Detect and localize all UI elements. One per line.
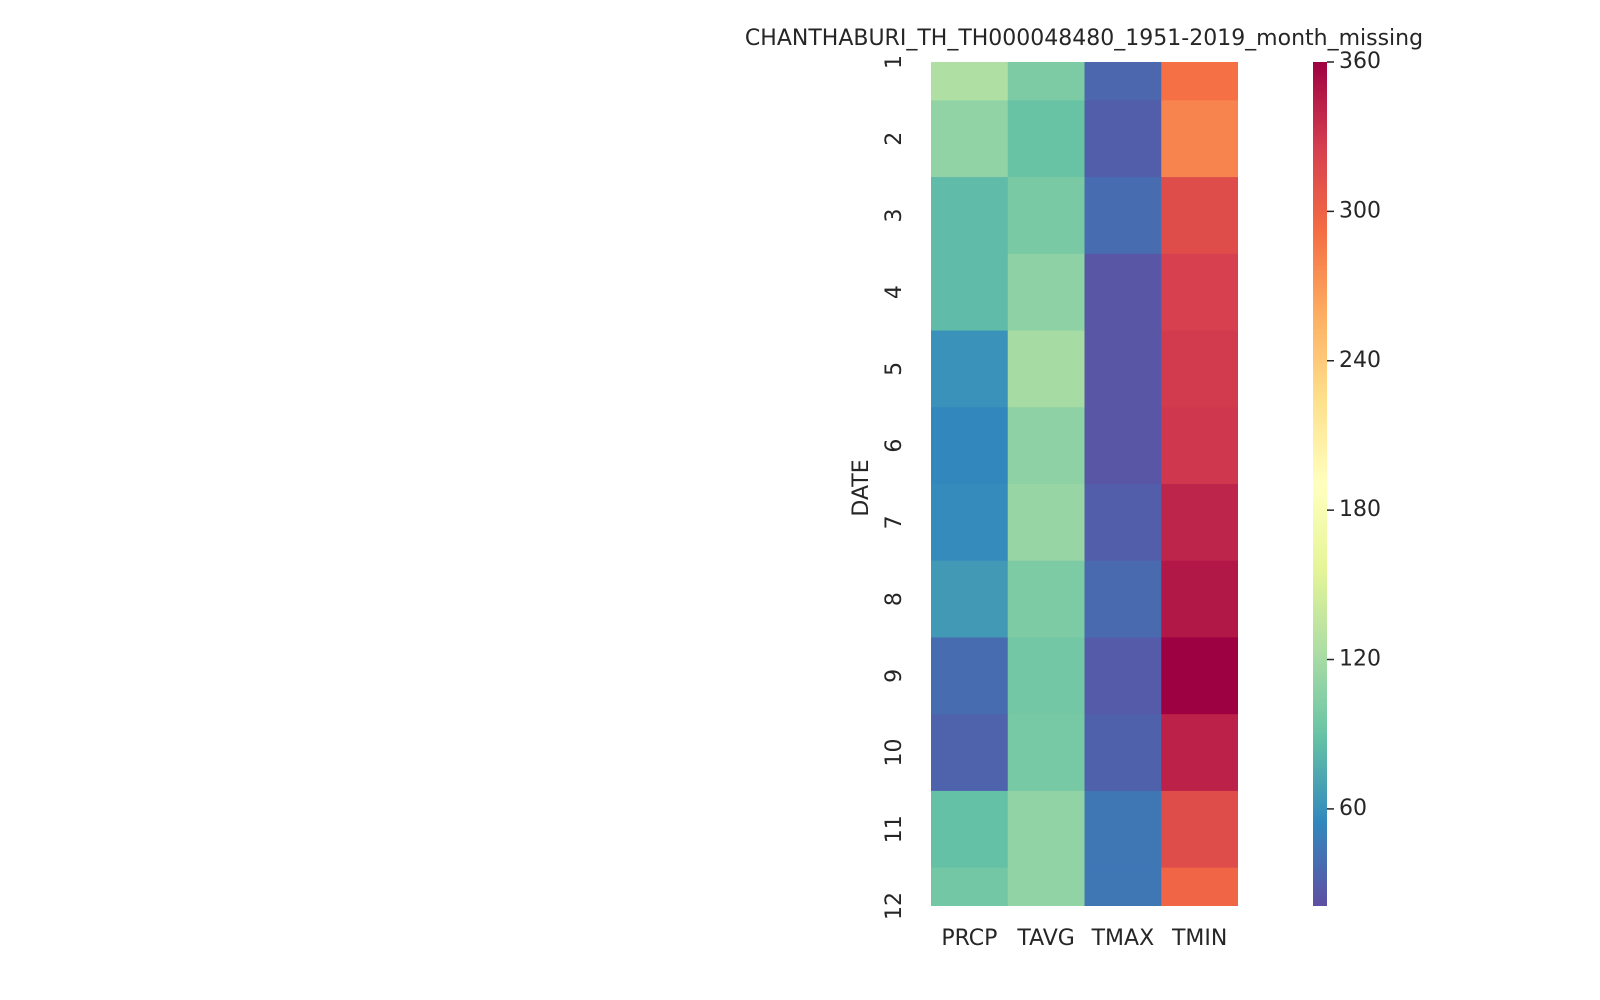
y-tick-label: 6 [882, 439, 907, 453]
heatmap-cell [1084, 330, 1162, 408]
heatmap-cell [1084, 484, 1162, 562]
colorbar-tick-label: 300 [1339, 198, 1381, 223]
y-tick-label: 9 [882, 669, 907, 683]
heatmap-cell [1161, 790, 1238, 869]
heatmap-cell [1084, 714, 1162, 792]
y-axis-label: DATE [849, 459, 874, 516]
heatmap-cell [1007, 330, 1085, 408]
y-tick-label: 12 [882, 892, 907, 920]
heatmap-cell [1161, 177, 1238, 255]
heatmap-cell [931, 177, 1009, 255]
heatmap-cell [1084, 407, 1162, 485]
y-tick-label: 11 [882, 815, 907, 843]
y-tick-label: 10 [882, 739, 907, 767]
heatmap-cell [931, 330, 1009, 408]
heatmap-cell [1007, 560, 1085, 638]
heatmap-cell [931, 407, 1009, 485]
heatmap-cell [1007, 714, 1085, 792]
heatmap-cell [931, 560, 1009, 638]
y-tick-label: 1 [882, 55, 907, 69]
heatmap-cell [1161, 253, 1238, 332]
heatmap-cell [1084, 62, 1162, 101]
heatmap-cell [1007, 484, 1085, 562]
y-tick-label: 3 [882, 208, 907, 222]
heatmap-cell [1161, 484, 1238, 562]
colorbar [1313, 62, 1327, 906]
heatmap-cell [1161, 867, 1238, 906]
heatmap-cells [931, 62, 1238, 906]
heatmap-cell [1007, 62, 1085, 101]
heatmap-cell [1161, 714, 1238, 792]
heatmap-cell [1084, 560, 1162, 638]
heatmap-cell [1007, 637, 1085, 715]
heatmap-cell [931, 790, 1009, 869]
heatmap-cell [1084, 637, 1162, 715]
heatmap-cell [931, 253, 1009, 332]
x-tick-label: TMIN [1171, 926, 1227, 951]
heatmap-cell [1084, 790, 1162, 869]
heatmap-cell [1007, 790, 1085, 869]
heatmap-cell [931, 867, 1009, 906]
colorbar-tick-label: 240 [1339, 348, 1381, 373]
heatmap-cell [1007, 867, 1085, 906]
heatmap-cell [1084, 100, 1162, 178]
heatmap-cell [1161, 62, 1238, 101]
heatmap-cell [1161, 637, 1238, 715]
y-tick-label: 2 [882, 132, 907, 146]
heatmap-cell [1161, 330, 1238, 408]
heatmap-cell [1084, 253, 1162, 332]
colorbar-tick-label: 120 [1339, 647, 1381, 672]
y-tick-label: 8 [882, 592, 907, 606]
heatmap-cell [931, 62, 1009, 101]
colorbar-tick-label: 360 [1339, 49, 1381, 74]
y-tick-label: 7 [882, 515, 907, 529]
heatmap-cell [1007, 407, 1085, 485]
chart-title: CHANTHABURI_TH_TH000048480_1951-2019_mon… [745, 26, 1423, 51]
heatmap-cell [1007, 253, 1085, 332]
heatmap-cell [1084, 867, 1162, 906]
x-tick-label: TMAX [1091, 926, 1155, 951]
heatmap-cell [931, 714, 1009, 792]
x-tick-label: TAVG [1016, 926, 1074, 951]
x-tick-label: PRCP [941, 926, 997, 951]
heatmap-cell [931, 100, 1009, 178]
colorbar-tick-label: 180 [1339, 497, 1381, 522]
heatmap-cell [1161, 560, 1238, 638]
heatmap-cell [1084, 177, 1162, 255]
heatmap-cell [1007, 177, 1085, 255]
y-tick-label: 4 [882, 285, 907, 299]
heatmap-cell [1161, 407, 1238, 485]
heatmap-cell [1007, 100, 1085, 178]
heatmap-cell [931, 484, 1009, 562]
colorbar-tick-label: 60 [1339, 796, 1367, 821]
y-tick-label: 5 [882, 362, 907, 376]
heatmap-cell [931, 637, 1009, 715]
heatmap-cell [1161, 100, 1238, 178]
